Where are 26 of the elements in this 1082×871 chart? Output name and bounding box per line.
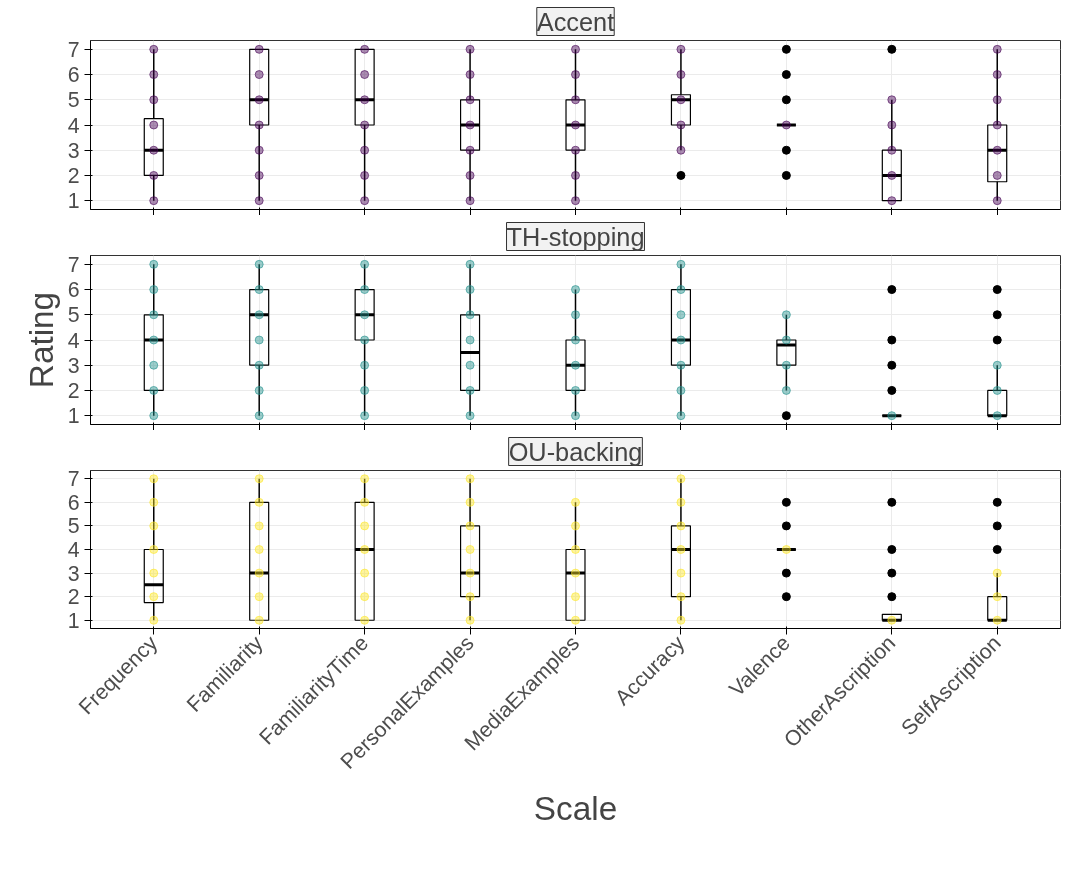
y-tick-label: 5: [67, 303, 80, 328]
y-tick-label: 3: [67, 353, 80, 378]
chart-title: TH-stopping: [506, 222, 645, 251]
x-axis-title: Scale: [533, 790, 618, 828]
y-tick-label: 4: [67, 328, 80, 353]
y-tick-label: 6: [67, 490, 80, 515]
y-tick-label: 7: [67, 252, 80, 277]
y-tick-label: 4: [67, 538, 80, 562]
y-tick-label: 3: [67, 561, 80, 586]
y-axis-title: Rating: [22, 291, 60, 389]
y-tick-label: 5: [67, 514, 80, 539]
y-tick-label: 1: [67, 608, 80, 633]
y-tick-label: 7: [67, 467, 80, 492]
y-tick-label: 1: [67, 189, 80, 214]
chart-title: OU-backing: [508, 437, 643, 466]
y-tick-label: 2: [67, 163, 80, 188]
y-tick-label: 4: [67, 113, 80, 138]
y-tick-label: 3: [67, 138, 80, 163]
y-tick-label: 5: [67, 88, 80, 113]
y-tick-label: 6: [67, 63, 80, 88]
chart-title: Accent: [536, 7, 615, 36]
y-tick-label: 2: [67, 378, 80, 403]
y-tick-label: 1: [67, 404, 80, 429]
y-tick-label: 6: [67, 278, 80, 303]
y-tick-label: 2: [67, 585, 80, 610]
y-tick-label: 7: [67, 37, 80, 62]
